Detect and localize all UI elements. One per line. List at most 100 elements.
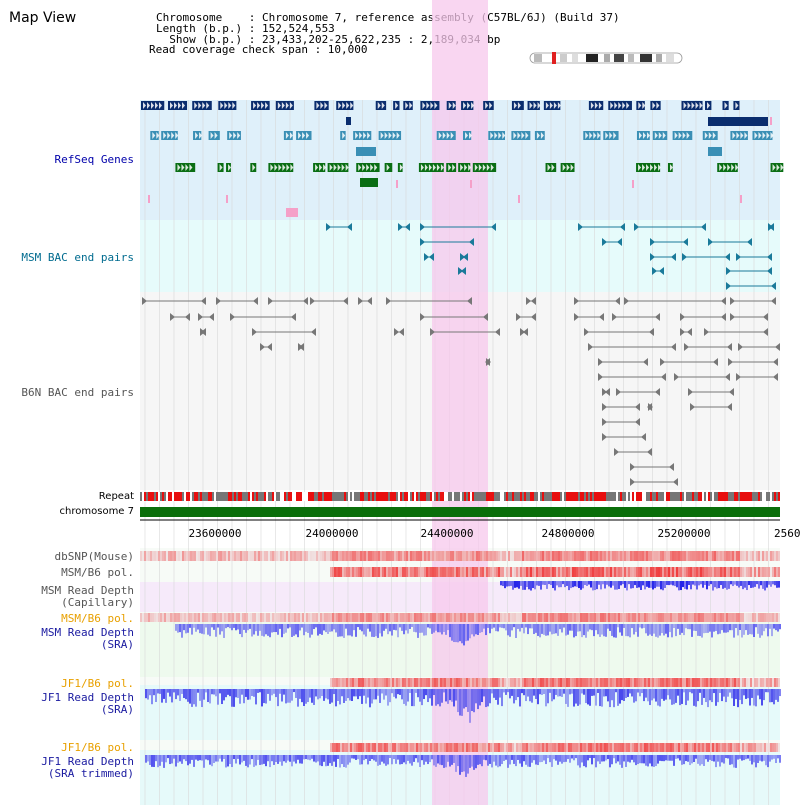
chromosome-bar[interactable] bbox=[140, 507, 780, 517]
refseq-gene-features[interactable] bbox=[141, 101, 784, 217]
bac-pair bbox=[252, 328, 316, 336]
bac-pair bbox=[598, 358, 648, 366]
gene-feature bbox=[375, 101, 387, 110]
gene-feature bbox=[327, 163, 349, 172]
gene-feature bbox=[141, 101, 165, 110]
bac-pair bbox=[630, 463, 674, 471]
track-label-msm-bac[interactable]: MSM BAC end pairs bbox=[21, 251, 134, 264]
gene-feature bbox=[283, 131, 293, 140]
gene-feature bbox=[717, 163, 739, 172]
gene-feature bbox=[770, 117, 772, 125]
bac-pair bbox=[516, 313, 536, 321]
bac-pair bbox=[690, 403, 732, 411]
polymorphism-tracks[interactable] bbox=[140, 551, 780, 752]
bac-pair bbox=[624, 297, 726, 305]
track-label-jf1-b6-pol[interactable]: JF1/B6 pol. bbox=[61, 677, 134, 690]
bac-pair bbox=[738, 343, 780, 351]
bac-pair bbox=[460, 253, 468, 261]
bac-pair bbox=[730, 297, 776, 305]
bac-pair bbox=[598, 373, 666, 381]
bac-pair bbox=[310, 297, 348, 305]
track-label-jf1-depth-sra-sub: (SRA) bbox=[100, 703, 134, 716]
track-label-jf1-depth-trimmed[interactable]: JF1 Read Depth bbox=[41, 755, 134, 768]
bac-pair bbox=[520, 328, 528, 336]
gene-feature bbox=[681, 101, 703, 110]
gene-feature bbox=[420, 101, 440, 110]
bac-pair bbox=[612, 313, 660, 321]
repeat-track[interactable] bbox=[140, 492, 780, 501]
gene-feature bbox=[175, 163, 196, 172]
coverage-span-info-line: Read coverage check span : 10,000 bbox=[149, 43, 368, 56]
bac-pair bbox=[578, 223, 625, 231]
axis-tick-label: 24800000 bbox=[542, 527, 595, 540]
gene-feature bbox=[672, 131, 693, 140]
bac-pair bbox=[358, 297, 372, 305]
track-label-jf1-depth-sra[interactable]: JF1 Read Depth bbox=[41, 691, 134, 704]
track-label-msm-b6-pol-2[interactable]: MSM/B6 pol. bbox=[61, 612, 134, 625]
bac-pair bbox=[386, 297, 472, 305]
bac-pair bbox=[602, 418, 640, 426]
bac-pair bbox=[602, 403, 640, 411]
bac-pair bbox=[736, 253, 772, 261]
bac-pair bbox=[680, 313, 726, 321]
bac-pair bbox=[726, 267, 772, 275]
track-label-b6n-bac[interactable]: B6N BAC end pairs bbox=[21, 386, 134, 399]
gene-feature bbox=[356, 147, 376, 156]
bac-pair bbox=[584, 328, 654, 336]
gene-feature bbox=[275, 101, 294, 110]
gene-feature bbox=[458, 163, 472, 172]
gene-feature bbox=[518, 195, 520, 203]
bac-pair bbox=[708, 238, 752, 246]
gene-feature bbox=[511, 131, 531, 140]
bac-pair bbox=[650, 253, 676, 261]
gene-feature bbox=[708, 117, 768, 126]
gene-feature bbox=[396, 180, 398, 188]
page-title: Map View bbox=[9, 10, 77, 26]
bac-pair bbox=[420, 313, 488, 321]
gene-feature bbox=[218, 101, 237, 110]
bac-pair bbox=[268, 297, 308, 305]
bac-pair bbox=[682, 253, 730, 261]
gene-feature bbox=[608, 101, 632, 110]
track-label-msm-b6-pol[interactable]: MSM/B6 pol. bbox=[61, 566, 134, 579]
track-label-jf1-b6-pol-2[interactable]: JF1/B6 pol. bbox=[61, 741, 134, 754]
track-label-chromosome[interactable]: chromosome 7 bbox=[59, 506, 134, 517]
gene-feature bbox=[226, 163, 232, 172]
gene-feature bbox=[384, 163, 393, 172]
bac-pair bbox=[574, 313, 604, 321]
gene-feature bbox=[167, 101, 188, 110]
bac-pair bbox=[647, 403, 653, 411]
gene-feature bbox=[702, 131, 718, 140]
gene-feature bbox=[346, 117, 351, 125]
gene-feature bbox=[268, 163, 294, 172]
gene-feature bbox=[705, 101, 712, 110]
gene-feature bbox=[560, 163, 575, 172]
gene-feature bbox=[217, 163, 224, 172]
gene-feature bbox=[740, 195, 742, 203]
track-label-repeat[interactable]: Repeat bbox=[98, 491, 134, 502]
track-label-jf1-depth-trimmed-sub: (SRA trimmed) bbox=[47, 767, 134, 780]
gene-feature bbox=[313, 163, 327, 172]
gene-feature bbox=[360, 178, 378, 187]
bac-pair bbox=[394, 328, 404, 336]
read-depth-tracks[interactable] bbox=[145, 581, 781, 777]
gene-feature bbox=[463, 131, 473, 140]
gene-feature bbox=[770, 163, 784, 172]
bac-pair bbox=[298, 343, 304, 351]
track-label-msm-depth-capillary[interactable]: MSM Read Depth bbox=[41, 584, 134, 597]
bac-pair bbox=[485, 358, 491, 366]
track-label-msm-depth-sra[interactable]: MSM Read Depth bbox=[41, 626, 134, 639]
axis-tick-label: 25200000 bbox=[658, 527, 711, 540]
chromosome-ideogram[interactable] bbox=[529, 52, 683, 64]
bac-end-pairs[interactable] bbox=[142, 223, 780, 486]
bac-pair bbox=[684, 343, 732, 351]
bac-pair bbox=[574, 297, 620, 305]
gene-feature bbox=[652, 131, 668, 140]
gene-feature bbox=[378, 131, 402, 140]
bac-pair bbox=[602, 388, 610, 396]
gene-feature bbox=[636, 101, 646, 110]
track-label-dbsnp[interactable]: dbSNP(Mouse) bbox=[54, 550, 134, 563]
gene-feature bbox=[636, 163, 662, 172]
track-label-refseq[interactable]: RefSeq Genes bbox=[54, 153, 134, 166]
